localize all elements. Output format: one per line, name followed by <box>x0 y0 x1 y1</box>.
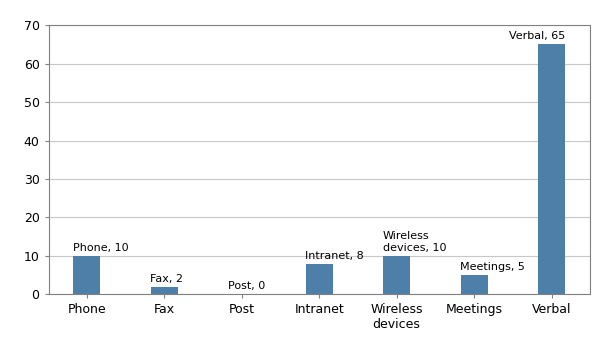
Bar <box>151 287 178 294</box>
Text: Fax, 2: Fax, 2 <box>150 274 184 284</box>
Text: Intranet, 8: Intranet, 8 <box>305 251 364 261</box>
Bar <box>73 256 100 294</box>
Bar <box>306 264 333 294</box>
Bar <box>461 275 488 294</box>
Text: Phone, 10: Phone, 10 <box>73 243 128 253</box>
Text: Wireless
devices, 10: Wireless devices, 10 <box>382 231 446 253</box>
Bar <box>538 45 565 294</box>
Text: Meetings, 5: Meetings, 5 <box>460 262 525 272</box>
Text: Verbal, 65: Verbal, 65 <box>510 31 565 41</box>
Bar <box>383 256 410 294</box>
Text: Post, 0: Post, 0 <box>228 281 265 291</box>
